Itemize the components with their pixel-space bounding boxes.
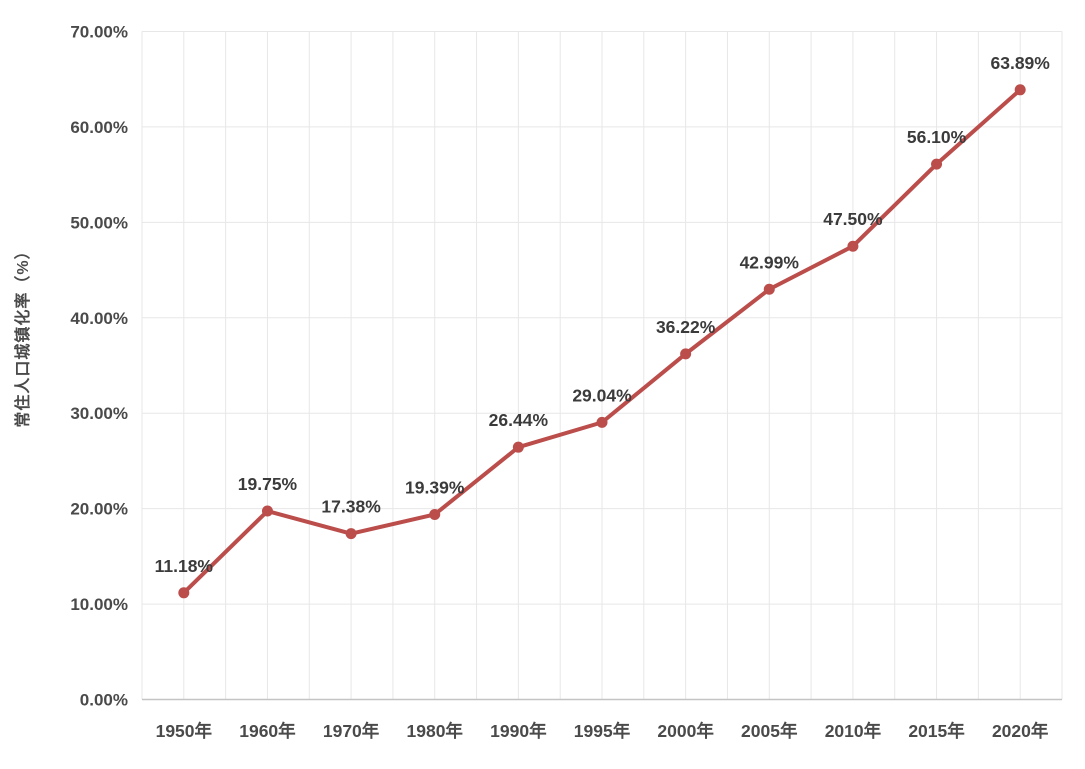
y-tick-label: 70.00%: [70, 23, 128, 42]
data-label: 56.10%: [907, 127, 967, 147]
data-label: 29.04%: [572, 385, 632, 405]
data-label: 63.89%: [991, 53, 1051, 73]
data-label: 11.18%: [155, 556, 214, 576]
data-label: 19.75%: [238, 474, 298, 494]
data-point-marker: [763, 283, 775, 295]
data-label: 47.50%: [823, 209, 883, 229]
x-tick-label: 1950年: [156, 721, 213, 741]
data-label: 26.44%: [489, 410, 549, 430]
x-tick-label: 1970年: [323, 721, 380, 741]
x-tick-label: 1990年: [490, 721, 547, 741]
x-tick-label: 1960年: [239, 721, 296, 741]
y-tick-label: 30.00%: [70, 404, 128, 423]
data-point-marker: [847, 240, 859, 252]
x-tick-label: 2000年: [657, 721, 714, 741]
data-label: 42.99%: [740, 252, 800, 272]
data-point-marker: [178, 587, 190, 599]
data-label: 19.39%: [405, 477, 465, 497]
data-point-marker: [512, 441, 524, 453]
data-point-marker: [429, 508, 441, 520]
x-tick-label: 1995年: [574, 721, 631, 741]
y-tick-label: 20.00%: [70, 500, 128, 519]
data-point-marker: [680, 348, 692, 360]
data-label: 17.38%: [321, 497, 381, 517]
x-tick-label: 2015年: [908, 721, 965, 741]
data-point-marker: [1014, 84, 1026, 96]
y-tick-label: 0.00%: [80, 691, 128, 710]
data-point-marker: [596, 416, 608, 428]
x-tick-label: 2010年: [825, 721, 882, 741]
data-label: 36.22%: [656, 317, 716, 337]
x-tick-label: 2020年: [992, 721, 1049, 741]
x-tick-label: 2005年: [741, 721, 798, 741]
y-tick-label: 10.00%: [70, 595, 128, 614]
x-tick-label: 1980年: [407, 721, 464, 741]
y-tick-label: 40.00%: [70, 309, 128, 328]
data-point-marker: [345, 528, 357, 540]
y-tick-label: 60.00%: [70, 118, 128, 137]
data-point-marker: [261, 505, 273, 517]
y-tick-label: 50.00%: [70, 213, 128, 232]
data-point-marker: [931, 158, 943, 170]
